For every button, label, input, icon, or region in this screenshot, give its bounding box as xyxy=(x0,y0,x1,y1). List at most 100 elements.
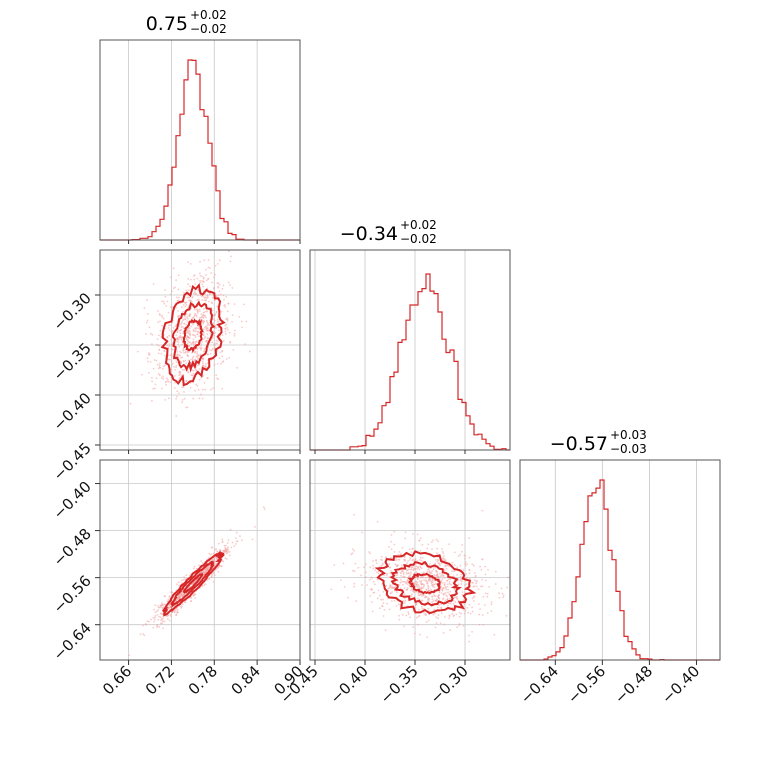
sample-point xyxy=(145,623,147,626)
sample-point xyxy=(170,331,173,333)
sample-point xyxy=(215,324,218,327)
sample-point xyxy=(205,299,208,301)
sample-point xyxy=(185,289,188,292)
sample-point xyxy=(402,600,405,602)
sample-point xyxy=(206,329,209,332)
sample-point xyxy=(215,374,218,376)
sample-point xyxy=(235,537,237,539)
histogram-1 xyxy=(310,273,510,451)
sample-point xyxy=(406,583,409,585)
sample-point xyxy=(398,614,400,617)
sample-point xyxy=(170,368,173,371)
sample-point xyxy=(506,586,509,589)
sample-point xyxy=(453,551,456,554)
sample-point xyxy=(468,577,471,580)
sample-point xyxy=(180,338,183,341)
y-tick-label: −0.56 xyxy=(50,572,95,617)
sample-point xyxy=(159,622,162,625)
sample-point xyxy=(201,397,204,400)
sample-point xyxy=(212,552,215,555)
sample-point xyxy=(207,259,210,261)
sample-point xyxy=(164,595,167,598)
sample-point xyxy=(215,339,218,342)
sample-point xyxy=(179,597,181,599)
sample-point xyxy=(204,296,207,299)
sample-point xyxy=(413,567,416,570)
sample-point xyxy=(176,331,179,334)
sample-point xyxy=(169,324,172,326)
sample-point xyxy=(202,331,205,334)
sample-point xyxy=(201,280,204,282)
sample-point xyxy=(177,597,180,600)
sample-point xyxy=(244,343,247,345)
sample-point xyxy=(222,340,225,342)
sample-point xyxy=(197,327,199,330)
sample-point xyxy=(178,296,180,299)
sample-point xyxy=(196,384,199,387)
sample-point xyxy=(203,337,206,340)
sample-point xyxy=(176,340,178,343)
sample-point xyxy=(405,572,408,574)
sample-point xyxy=(193,344,195,346)
sample-point xyxy=(170,591,173,594)
sample-point xyxy=(207,337,210,339)
sample-point xyxy=(201,364,204,367)
sample-point xyxy=(168,604,171,607)
sample-point xyxy=(443,583,446,586)
sample-point xyxy=(182,311,185,313)
sample-point xyxy=(178,392,180,395)
sample-point xyxy=(342,562,345,565)
sample-point xyxy=(435,616,438,619)
sample-point xyxy=(178,377,181,380)
sample-point xyxy=(186,342,189,345)
sample-point xyxy=(187,283,190,285)
sample-point xyxy=(463,612,466,615)
sample-point xyxy=(179,371,182,374)
sample-point xyxy=(441,578,444,580)
sample-point xyxy=(169,615,172,617)
sample-point xyxy=(170,276,172,279)
sample-point xyxy=(213,334,216,337)
sample-point xyxy=(353,582,356,585)
sample-point xyxy=(416,578,419,581)
sample-point xyxy=(467,611,470,614)
sample-point xyxy=(390,534,393,536)
sample-point xyxy=(236,366,239,369)
sample-point xyxy=(153,618,156,621)
sample-point xyxy=(181,401,184,404)
sample-point xyxy=(139,633,142,636)
sample-point xyxy=(431,548,433,551)
sample-point xyxy=(434,562,437,565)
titles-layer: 0.75 +0.02−0.02−0.34 +0.02−0.02−0.57 +0.03−… xyxy=(146,8,647,456)
sample-point xyxy=(228,250,230,253)
sample-point xyxy=(421,543,424,546)
sample-point xyxy=(369,578,372,581)
sample-point xyxy=(178,336,181,339)
sample-point xyxy=(157,344,160,347)
sample-point xyxy=(446,585,449,588)
sample-point xyxy=(202,285,205,288)
sample-point xyxy=(471,563,474,565)
sample-point xyxy=(418,585,421,588)
sample-point xyxy=(187,278,190,280)
sample-point xyxy=(177,611,179,614)
sample-point xyxy=(189,386,192,389)
sample-point xyxy=(384,629,387,632)
sample-point xyxy=(440,592,443,594)
sample-point xyxy=(152,387,155,390)
sample-point xyxy=(172,267,175,270)
sample-point xyxy=(201,585,204,588)
sample-point xyxy=(507,576,509,579)
sample-point xyxy=(197,335,200,338)
sample-point xyxy=(194,342,197,345)
sample-point xyxy=(434,559,437,561)
x-tick-label: −0.30 xyxy=(427,662,472,707)
sample-point xyxy=(215,294,218,297)
sample-point xyxy=(430,588,432,591)
sample-point xyxy=(161,622,164,625)
contour-0-2-level-0 xyxy=(161,551,225,617)
sample-point xyxy=(182,304,185,306)
sample-point xyxy=(416,560,419,562)
sample-point xyxy=(415,565,418,568)
sample-point xyxy=(196,352,198,355)
